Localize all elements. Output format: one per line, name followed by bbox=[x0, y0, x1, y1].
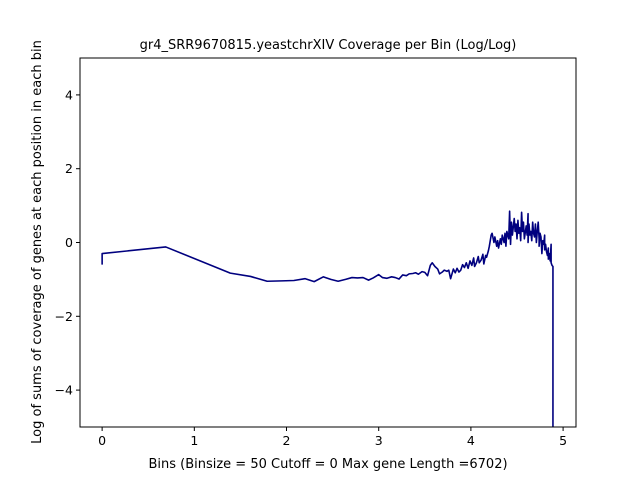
tick-layer: 0 1 2 3 4 5 −4 −2 0 2 4 bbox=[55, 87, 568, 448]
x-tick-label: 5 bbox=[559, 433, 567, 448]
x-tick-label: 2 bbox=[283, 433, 291, 448]
x-tick-label: 1 bbox=[190, 433, 198, 448]
x-tick-label: 3 bbox=[375, 433, 383, 448]
y-axis-label: Log of sums of coverage of genes at each… bbox=[30, 40, 45, 444]
x-axis-label: Bins (Binsize = 50 Cutoff = 0 Max gene L… bbox=[148, 457, 507, 472]
y-tick-label: 4 bbox=[65, 87, 73, 102]
chart-title: gr4_SRR9670815.yeastchrXIV Coverage per … bbox=[140, 38, 517, 53]
y-tick-label: −2 bbox=[55, 309, 73, 324]
coverage-series-line bbox=[101, 210, 554, 427]
y-tick-label: 2 bbox=[65, 161, 73, 176]
x-tick-label: 0 bbox=[98, 433, 106, 448]
y-tick-label: −4 bbox=[55, 383, 73, 398]
y-tick-label: 0 bbox=[65, 235, 73, 250]
x-tick-label: 4 bbox=[467, 433, 475, 448]
plot-frame bbox=[79, 57, 577, 428]
